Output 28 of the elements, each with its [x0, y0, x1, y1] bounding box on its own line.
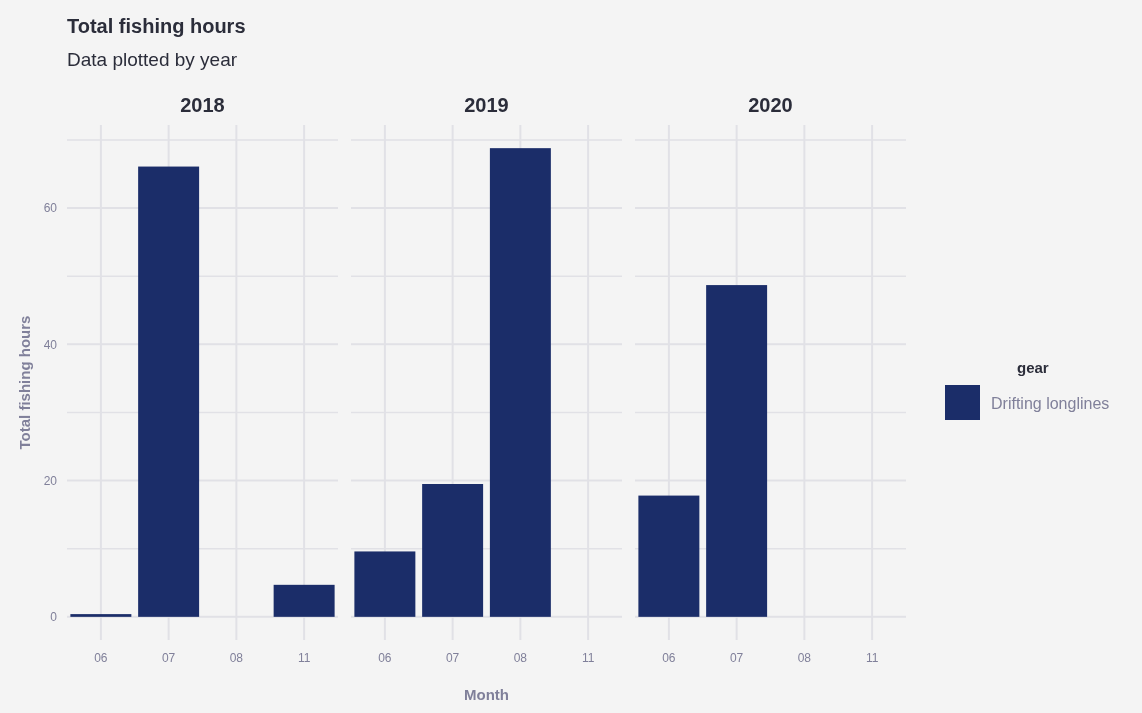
x-tick-label: 06	[378, 651, 392, 666]
x-tick-label: 06	[94, 651, 108, 666]
bar	[273, 584, 335, 617]
y-tick-label: 20	[43, 473, 58, 488]
y-tick-label: 60	[43, 201, 58, 216]
x-tick-label: 08	[797, 651, 812, 666]
legend-title: gear	[1017, 359, 1049, 376]
y-tick-label: 40	[43, 337, 58, 352]
y-axis-title: Total fishing hours	[16, 315, 33, 450]
x-tick-label: 07	[729, 651, 744, 666]
y-tick-label: 0	[50, 610, 58, 625]
bar	[70, 614, 132, 617]
x-tick-label: 07	[445, 651, 460, 666]
x-tick-label: 07	[161, 651, 176, 666]
x-tick-label: 11	[297, 651, 311, 666]
chart-title: 2020	[748, 94, 793, 116]
legend-label: Drifting longlines	[991, 394, 1110, 412]
x-tick-label: 11	[581, 651, 595, 666]
x-tick-label: 11	[865, 651, 879, 666]
chart-title: 2018	[180, 94, 225, 116]
x-tick-label: 08	[229, 651, 244, 666]
x-axis-title: Month	[464, 686, 509, 703]
text: Data plotted by year	[67, 49, 238, 70]
x-tick-label: 08	[513, 651, 528, 666]
chart-title: 2019	[464, 94, 509, 116]
bar	[138, 166, 200, 617]
text: Total fishing hours	[67, 15, 246, 37]
x-tick-label: 06	[662, 651, 676, 666]
